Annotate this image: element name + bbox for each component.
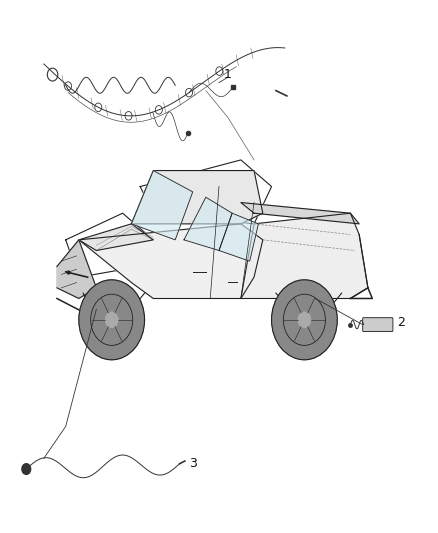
Circle shape <box>272 280 337 360</box>
FancyBboxPatch shape <box>363 318 393 332</box>
Polygon shape <box>57 240 96 298</box>
Text: 1: 1 <box>224 68 232 81</box>
Circle shape <box>22 464 31 474</box>
Polygon shape <box>79 224 263 298</box>
Polygon shape <box>131 171 193 240</box>
Polygon shape <box>241 213 368 298</box>
Polygon shape <box>219 213 258 261</box>
Circle shape <box>298 312 311 328</box>
Circle shape <box>79 280 145 360</box>
Polygon shape <box>241 203 359 224</box>
Circle shape <box>105 312 118 328</box>
Polygon shape <box>131 171 263 224</box>
Polygon shape <box>79 224 153 251</box>
Polygon shape <box>184 197 232 251</box>
Text: 3: 3 <box>189 457 197 470</box>
Text: 2: 2 <box>397 316 405 329</box>
